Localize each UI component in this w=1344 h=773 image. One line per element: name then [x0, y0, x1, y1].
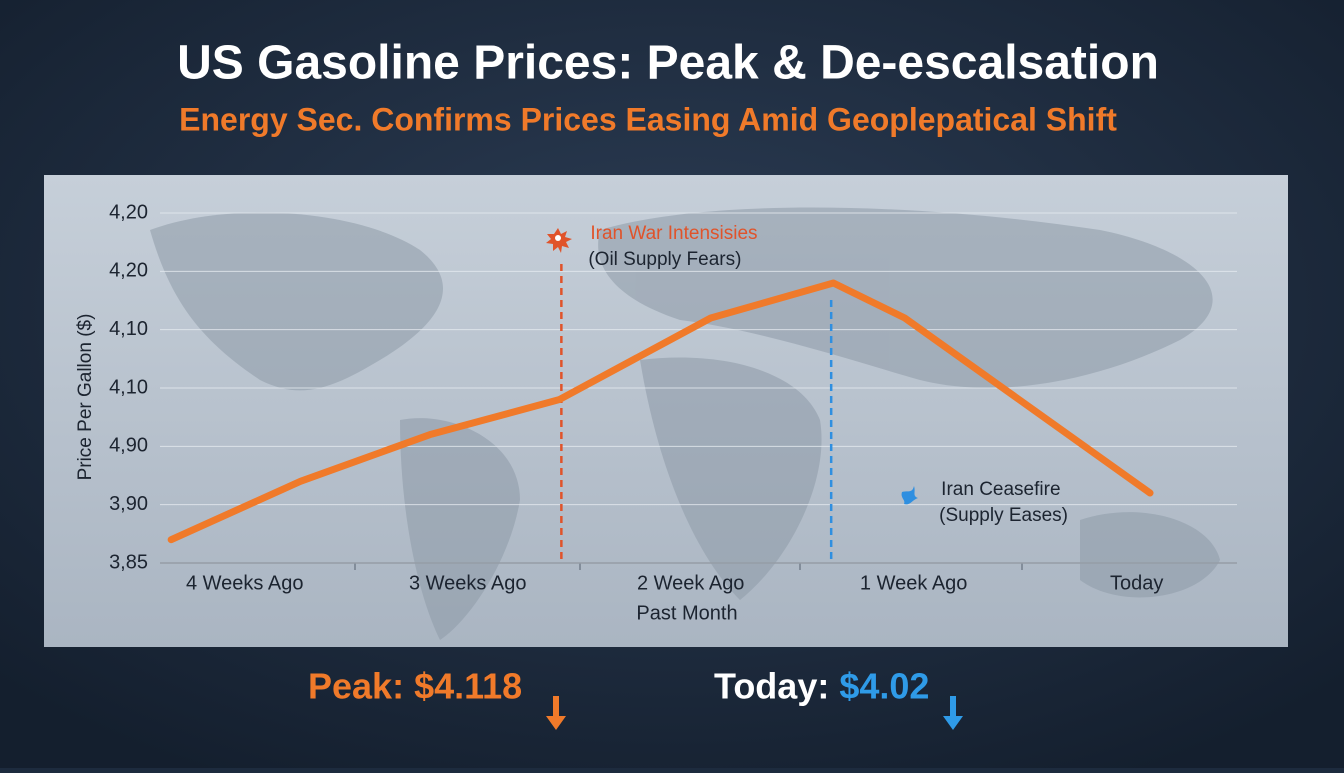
price-line	[167, 279, 1154, 544]
y-tick-label: 4,20	[109, 260, 148, 282]
y-tick-label: 3,85	[109, 551, 148, 573]
y-tick-label: 4,90	[109, 435, 148, 457]
annotation-icons	[546, 228, 918, 505]
title: US Gasoline Prices: Peak & De-escalsatio…	[177, 37, 1159, 90]
x-tick-label: 1 Week Ago	[860, 572, 967, 594]
summary-value: $4.118	[414, 666, 522, 707]
y-axis-label: Price Per Gallon ($)	[75, 314, 96, 481]
x-tick-label: Today	[1110, 572, 1163, 594]
x-axis-label: Past Month	[636, 602, 737, 624]
annotation-text: Iran Ceasefire	[941, 479, 1060, 500]
y-tick-label: 4,20	[109, 201, 148, 223]
subtitle: Energy Sec. Confirms Prices Easing Amid …	[179, 101, 1117, 137]
summary-value: $4.02	[839, 666, 929, 707]
x-tick-label: 3 Weeks Ago	[409, 572, 526, 594]
y-tick-label: 3,90	[109, 493, 148, 515]
down-arrow	[546, 696, 566, 730]
annotation-subtext: (Supply Eases)	[939, 505, 1068, 526]
annotation-subtext: (Oil Supply Fears)	[588, 249, 741, 270]
down-arrow	[943, 696, 963, 730]
x-axis-dividers	[354, 563, 1023, 570]
world-map	[150, 207, 1220, 640]
y-tick-label: 4,10	[109, 318, 148, 340]
x-tick-label: 4 Weeks Ago	[186, 572, 303, 594]
summary-label: Today:	[714, 666, 829, 707]
annotation-text: Iran War Intensisies	[590, 223, 757, 244]
y-tick-label: 4,10	[109, 376, 148, 398]
x-tick-label: 2 Week Ago	[637, 572, 744, 594]
summary-label: Peak:	[308, 666, 404, 707]
